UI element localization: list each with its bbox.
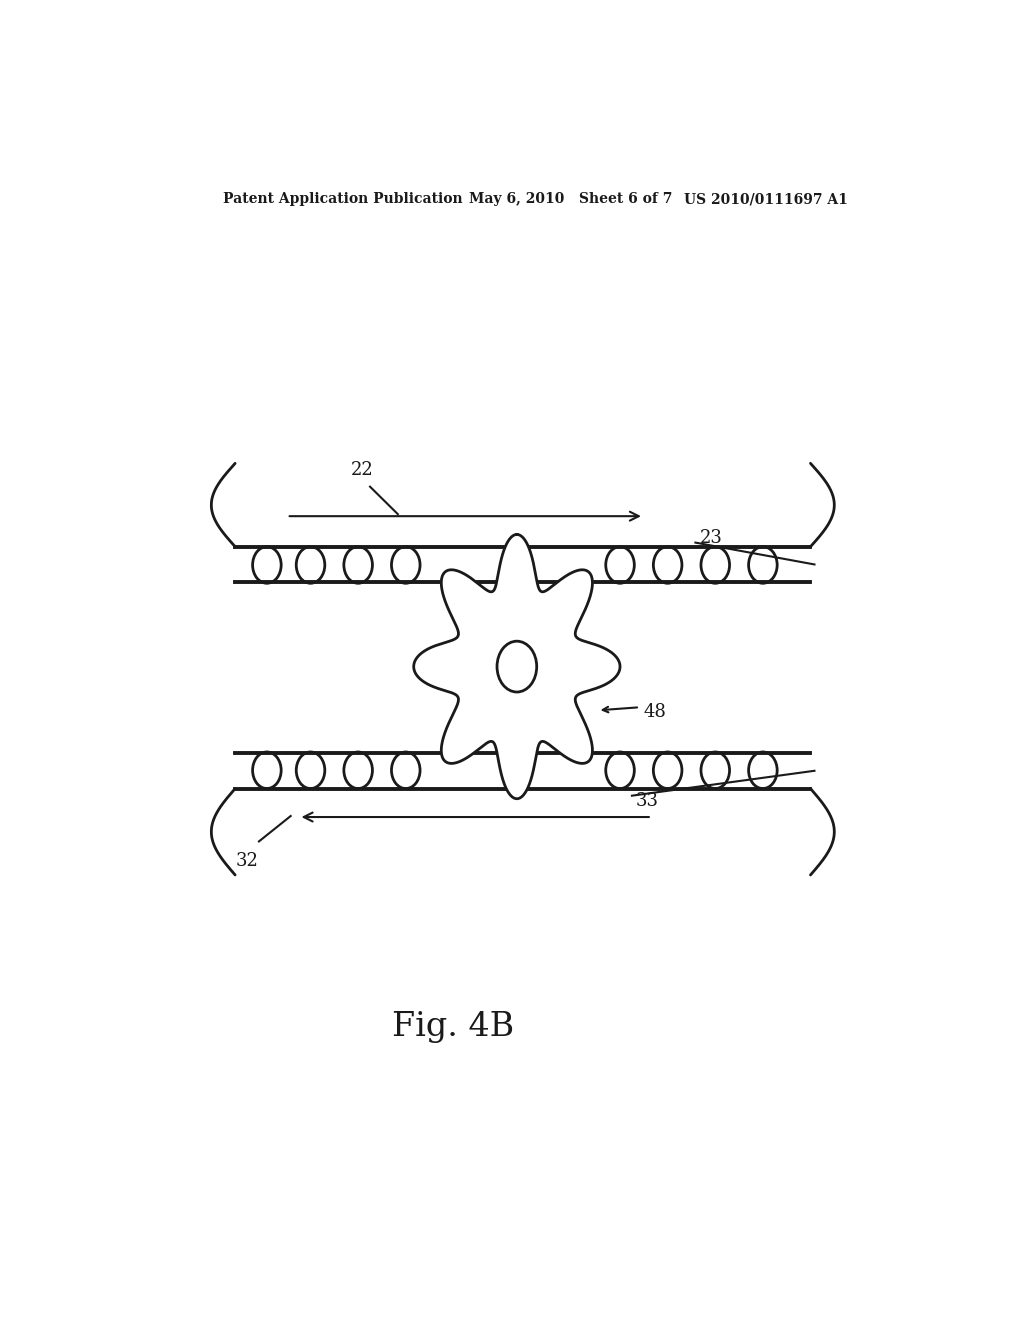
Text: Patent Application Publication: Patent Application Publication: [223, 191, 463, 206]
Text: 50: 50: [498, 626, 520, 644]
Text: 48: 48: [644, 704, 667, 721]
Text: 33: 33: [636, 792, 658, 809]
Text: 23: 23: [699, 528, 722, 546]
Text: 22: 22: [351, 461, 374, 479]
Text: 32: 32: [236, 851, 258, 870]
Text: US 2010/0111697 A1: US 2010/0111697 A1: [684, 191, 848, 206]
Polygon shape: [414, 535, 620, 799]
Text: Fig. 4B: Fig. 4B: [392, 1011, 514, 1043]
Text: May 6, 2010   Sheet 6 of 7: May 6, 2010 Sheet 6 of 7: [469, 191, 673, 206]
